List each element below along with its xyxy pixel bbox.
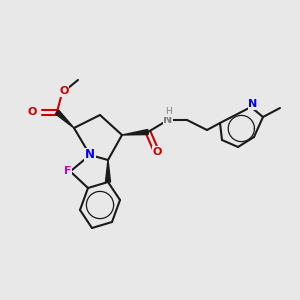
Text: O: O	[152, 147, 162, 157]
Polygon shape	[106, 160, 110, 182]
Text: O: O	[28, 107, 37, 117]
Text: O: O	[59, 86, 69, 96]
Text: H: H	[165, 107, 171, 116]
Text: N: N	[164, 115, 172, 125]
Text: F: F	[64, 166, 72, 176]
Polygon shape	[122, 130, 148, 135]
Text: N: N	[85, 148, 95, 161]
Text: N: N	[248, 99, 258, 109]
Polygon shape	[55, 110, 74, 128]
